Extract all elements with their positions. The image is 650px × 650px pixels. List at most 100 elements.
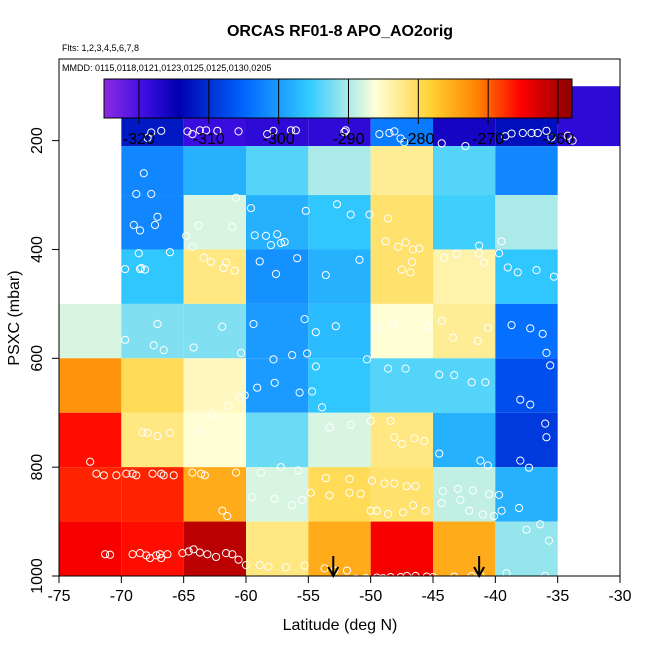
observation-point: [542, 126, 551, 135]
observation-point: [92, 469, 101, 478]
observation-point: [452, 249, 461, 258]
observation-point: [294, 466, 303, 475]
observation-point: [120, 335, 130, 344]
y-tick-label: 800: [29, 454, 46, 481]
heatmap-cell: [59, 412, 122, 468]
observation-point: [450, 572, 459, 576]
observation-point: [536, 520, 545, 529]
observation-point: [406, 268, 415, 277]
observation-point: [513, 268, 522, 277]
observation-point: [269, 126, 278, 135]
observation-point: [224, 402, 233, 411]
observation-point: [140, 265, 150, 274]
observation-point: [437, 498, 446, 508]
observation-point: [473, 336, 482, 346]
colorbar-tick-label: -300: [263, 131, 295, 148]
observation-point: [476, 456, 485, 465]
observation-point: [231, 193, 241, 202]
observation-point: [249, 319, 258, 329]
x-tick-label: -50: [359, 588, 382, 605]
observation-point: [401, 364, 410, 373]
observation-point: [276, 238, 286, 248]
observation-point: [311, 328, 320, 337]
heatmap-cell: [246, 249, 309, 304]
observation-point: [311, 362, 320, 371]
observation-point: [366, 506, 375, 515]
observation-point: [276, 463, 286, 472]
heatmap-cell: [121, 412, 184, 468]
observation-point: [397, 265, 406, 274]
heatmap-cell: [121, 467, 184, 522]
observation-point: [112, 471, 121, 480]
heatmap-cell: [308, 249, 371, 304]
observation-point: [208, 409, 217, 418]
observation-point: [137, 263, 146, 273]
observation-point: [149, 341, 158, 350]
observation-point: [291, 126, 300, 135]
observation-point: [195, 548, 204, 557]
observation-point: [264, 562, 273, 571]
observation-point: [373, 573, 381, 576]
observation-point: [228, 223, 237, 232]
x-axis-label: Latitude (deg N): [283, 617, 398, 634]
observation-point: [480, 258, 489, 267]
observation-point: [235, 393, 244, 402]
heatmap-cell: [183, 146, 246, 196]
observation-point: [122, 469, 131, 478]
observation-point: [386, 572, 395, 576]
observation-point: [393, 242, 403, 251]
observation-point: [411, 482, 420, 491]
observation-point: [221, 549, 231, 558]
heatmap-cell: [183, 358, 246, 413]
heatmap-cell: [495, 521, 558, 576]
observation-point: [228, 550, 237, 559]
heatmap-cell: [370, 521, 433, 576]
observation-point: [437, 139, 446, 148]
observation-point: [134, 249, 143, 258]
observation-point: [248, 492, 257, 502]
observation-point: [367, 476, 377, 485]
observation-point: [450, 371, 459, 380]
heatmap-cell: [183, 412, 246, 468]
observation-point: [526, 324, 535, 333]
heatmap-cells: [59, 86, 620, 576]
y-axis: 200 400 600 800 1000: [29, 127, 60, 594]
observation-point: [307, 387, 317, 396]
observation-point: [301, 206, 310, 215]
observation-point: [502, 569, 511, 576]
observation-point: [234, 555, 243, 564]
observation-point: [129, 220, 138, 230]
observation-point: [494, 490, 504, 500]
colorbar-tick-label: -270: [472, 131, 504, 148]
observation-point: [325, 491, 334, 500]
colorbar-gradient-bar: [103, 78, 573, 119]
heatmap-cell: [370, 249, 433, 304]
observation-point: [157, 469, 166, 478]
observation-point: [365, 210, 374, 219]
heatmap-cell: [433, 195, 496, 250]
observation-point: [234, 127, 243, 136]
observation-point: [139, 169, 148, 178]
observation-point: [381, 237, 390, 246]
colorbar: -320 -310 -300 -290 -280 -270 -260: [103, 78, 574, 148]
observation-point: [422, 572, 431, 576]
heatmap-cell: [370, 358, 433, 413]
observation-point: [182, 231, 191, 240]
observation-point: [407, 257, 416, 267]
x-tick-label: -70: [110, 588, 133, 605]
observation-point: [538, 329, 547, 338]
observation-point: [400, 138, 409, 147]
observation-point: [317, 403, 327, 412]
observation-point: [375, 130, 384, 139]
observation-point: [273, 230, 282, 239]
observation-point: [132, 471, 141, 480]
observation-point: [106, 550, 115, 559]
observation-point: [423, 322, 433, 331]
heatmap-cell: [59, 303, 122, 359]
observation-point: [295, 388, 304, 397]
observation-point: [194, 221, 203, 230]
observation-point: [188, 468, 197, 477]
observation-point: [153, 319, 162, 329]
colorbar-tick-label: -280: [402, 131, 434, 148]
observation-point: [397, 439, 406, 448]
